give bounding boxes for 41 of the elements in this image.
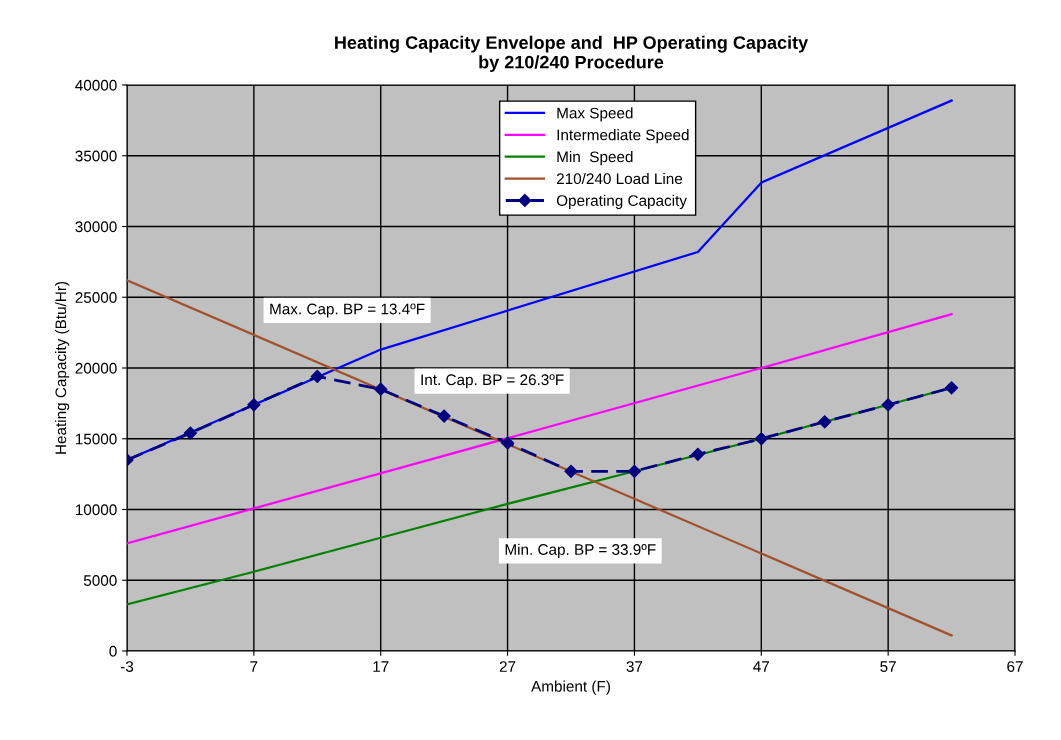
x-tick-label: 27 bbox=[499, 661, 516, 672]
x-tick-label: 57 bbox=[880, 661, 896, 672]
point bbox=[881, 398, 895, 412]
x-tick-label: 47 bbox=[753, 661, 770, 672]
y-tick-label: 0 bbox=[109, 645, 117, 657]
point bbox=[500, 436, 515, 450]
y-tick-label: 35000 bbox=[75, 150, 117, 162]
annotation: Min. Cap. BP = 33.9ºF bbox=[505, 543, 656, 558]
legend-label: Min Speed bbox=[557, 151, 633, 166]
x-tick-label: 37 bbox=[626, 661, 643, 672]
point bbox=[818, 415, 832, 429]
legend-label: Operating Capacity bbox=[556, 194, 687, 209]
point bbox=[374, 382, 388, 396]
y-tick-label: 25000 bbox=[75, 292, 117, 303]
legend-label: Max Speed bbox=[557, 107, 633, 122]
point bbox=[944, 381, 959, 395]
y-axis-title: Heating Capacity (Btu/Hr) bbox=[55, 281, 70, 454]
point bbox=[627, 464, 642, 478]
point bbox=[310, 369, 324, 384]
point bbox=[754, 432, 768, 446]
y-tick-label: 30000 bbox=[75, 221, 117, 233]
point bbox=[564, 464, 578, 478]
y-tick-label: 15000 bbox=[75, 433, 117, 445]
point bbox=[183, 426, 198, 440]
y-tick-label: 5000 bbox=[83, 575, 117, 586]
x-tick-label: -3 bbox=[120, 661, 134, 672]
chart-title: Heating Capacity Envelope and HP Operating Capacity by 210/240 Procedure bbox=[335, 35, 809, 73]
x-tick-label: 67 bbox=[1007, 661, 1023, 672]
y-tick-label: 20000 bbox=[75, 362, 117, 374]
legend-label: 210/240 Load Line bbox=[556, 172, 683, 185]
annotation: Int. Cap. BP = 26.3ºF bbox=[421, 374, 564, 389]
y-tick-label: 40000 bbox=[75, 79, 117, 91]
legend-label: Intermediate Speed bbox=[557, 129, 689, 144]
y-tick-label: 10000 bbox=[75, 504, 117, 516]
annotation: Max. Cap. BP = 13.4ºF bbox=[270, 303, 425, 318]
point bbox=[437, 409, 451, 423]
point bbox=[691, 447, 705, 461]
x-tick-label: 17 bbox=[373, 661, 389, 672]
x-axis-title: Ambient (F) bbox=[531, 680, 610, 695]
point bbox=[247, 398, 261, 412]
x-tick-label: 7 bbox=[250, 661, 258, 672]
